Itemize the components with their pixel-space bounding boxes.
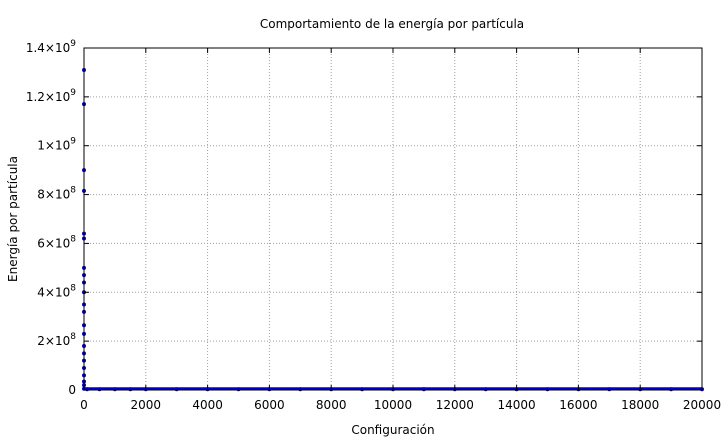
data-point <box>236 387 241 392</box>
y-tick-label: 1.2×109 <box>26 88 76 104</box>
y-tick-label: 6×108 <box>37 234 76 250</box>
x-tick-label: 20000 <box>683 398 721 412</box>
data-point <box>97 387 102 392</box>
data-point <box>545 387 550 392</box>
data-point <box>669 387 674 392</box>
x-tick-label: 4000 <box>192 398 223 412</box>
y-tick-label: 8×108 <box>37 186 76 202</box>
chart-title: Comportamiento de la energía por partícu… <box>260 17 524 31</box>
y-tick-label: 0 <box>68 383 76 397</box>
x-axis-title: Configuración <box>351 423 434 437</box>
x-tick-label: 0 <box>80 398 88 412</box>
y-tick-label: 1×109 <box>37 137 76 153</box>
data-point <box>128 387 133 392</box>
x-tick-label: 12000 <box>436 398 474 412</box>
x-tick-label: 16000 <box>559 398 597 412</box>
x-tick-label: 14000 <box>498 398 536 412</box>
data-point <box>85 387 90 392</box>
data-point <box>421 387 426 392</box>
y-axis-title: Energía por partícula <box>6 156 20 282</box>
data-point <box>298 387 303 392</box>
grid-lines <box>84 48 702 390</box>
x-tick-label: 2000 <box>131 398 162 412</box>
y-tick-label: 4×108 <box>37 283 76 299</box>
y-axis: 0 2×108 4×108 6×108 8×108 1×109 1.2×109 1.4×109 <box>26 39 702 397</box>
x-tick-label: 6000 <box>254 398 285 412</box>
data-point <box>360 387 365 392</box>
data-point <box>112 387 117 392</box>
data-point <box>607 387 612 392</box>
y-tick-label: 1.4×109 <box>26 39 76 55</box>
x-tick-label: 8000 <box>316 398 347 412</box>
x-tick-label: 10000 <box>374 398 412 412</box>
data-point <box>483 387 488 392</box>
data-point <box>174 387 179 392</box>
x-axis: 0 2000 4000 6000 8000 10000 12000 14000 16000 180… <box>80 48 721 412</box>
y-tick-label: 2×108 <box>37 332 76 348</box>
x-tick-label: 18000 <box>621 398 659 412</box>
